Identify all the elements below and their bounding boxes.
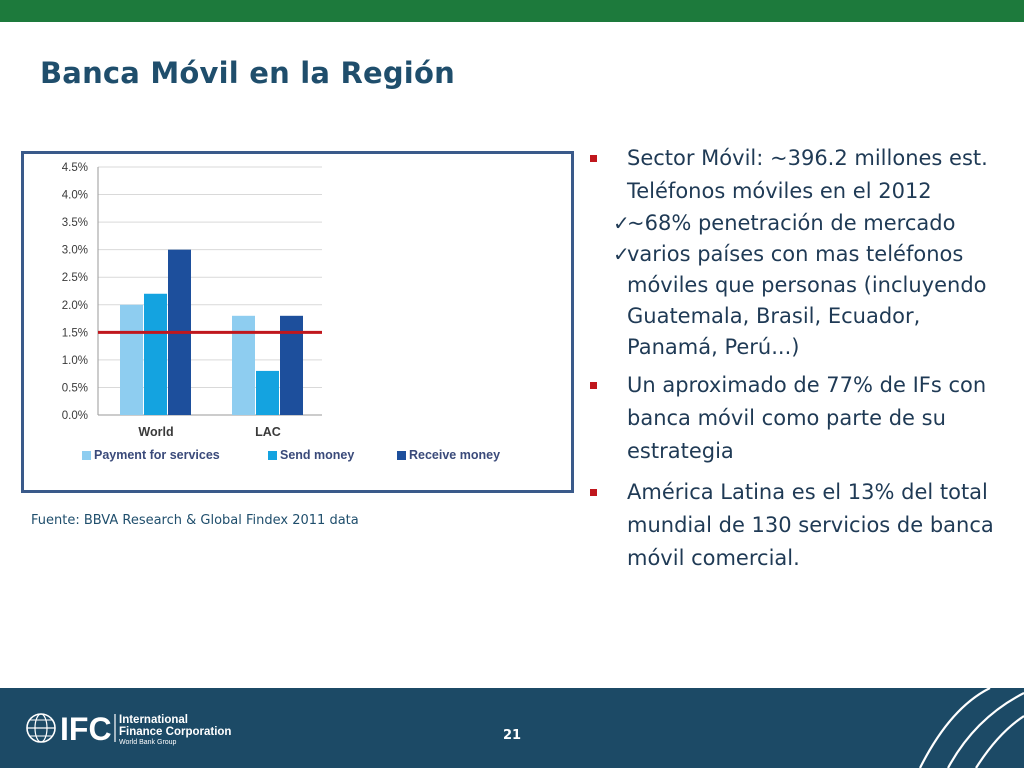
y-tick-label: 2.0% xyxy=(62,300,88,312)
y-tick-label: 1.0% xyxy=(62,355,88,367)
legend-label: Send money xyxy=(280,448,354,462)
page-number: 21 xyxy=(503,728,522,743)
y-tick-label: 0.5% xyxy=(62,382,88,394)
bullet-marker xyxy=(590,155,597,162)
bar-lac-0 xyxy=(232,315,255,415)
bar-chart: 0.0% 0.5% 1.0% 1.5% 2.0% 2.5% 3.0% 3.5% 4.0% 4.5%… xyxy=(62,162,500,462)
slide-title: Banca Móvil en la Región xyxy=(40,56,455,90)
logo-line-2: Finance Corporation xyxy=(119,726,231,738)
bullet-list: Sector Móvil: ~396.2 millones est. Teléf… xyxy=(583,142,1003,583)
y-tick-label: 2.5% xyxy=(62,272,88,284)
x-tick-label: World xyxy=(138,425,173,439)
y-tick-label: 4.0% xyxy=(62,190,88,202)
y-tick-label: 1.5% xyxy=(62,327,88,339)
top-band xyxy=(0,0,1024,22)
bullet-marker xyxy=(590,382,597,389)
bar-world-1 xyxy=(144,293,167,415)
source-note: Fuente: BBVA Research & Global Findex 20… xyxy=(31,513,359,528)
chart-frame: 0.0% 0.5% 1.0% 1.5% 2.0% 2.5% 3.0% 3.5% 4.0% 4.5%… xyxy=(21,151,574,493)
legend-swatch xyxy=(82,451,91,460)
bullet-item-3: América Latina es el 13% del total mundi… xyxy=(583,476,1003,575)
bar-world-0 xyxy=(120,304,143,415)
x-tick-label: LAC xyxy=(255,425,281,439)
bullet-text: Un aproximado de 77% de IFs con banca mó… xyxy=(627,373,987,463)
legend-label: Receive money xyxy=(409,448,500,462)
bullet-marker xyxy=(590,489,597,496)
ifc-logo: IFC International Finance Corporation Wo… xyxy=(24,710,244,747)
bullet-text: Sector Móvil: ~396.2 millones est. Teléf… xyxy=(627,146,988,203)
sub-item-2: ✓ varios países con mas teléfonos móvile… xyxy=(583,239,1003,363)
bar-lac-2 xyxy=(280,315,303,415)
bullet-item-2: Un aproximado de 77% de IFs con banca mó… xyxy=(583,369,1003,468)
y-tick-label: 0.0% xyxy=(62,410,88,422)
logo-line-3: World Bank Group xyxy=(119,739,177,746)
bar-lac-1 xyxy=(256,370,279,415)
bullet-text: América Latina es el 13% del total mundi… xyxy=(627,480,994,570)
check-icon: ✓ xyxy=(613,242,630,266)
bullet-item-1: Sector Móvil: ~396.2 millones est. Teléf… xyxy=(583,142,1003,208)
logo-brand: IFC xyxy=(60,711,112,746)
legend-swatch xyxy=(397,451,406,460)
y-tick-label: 3.0% xyxy=(62,245,88,257)
sub-item-text: ~68% penetración de mercado xyxy=(627,211,956,235)
legend-swatch xyxy=(268,451,277,460)
legend-label: Payment for services xyxy=(94,448,220,462)
sub-item-text: varios países con mas teléfonos móviles … xyxy=(627,242,987,359)
sub-item-1: ✓ ~68% penetración de mercado xyxy=(583,208,1003,239)
ifc-logo-graphic: IFC International Finance Corporation Wo… xyxy=(26,711,231,747)
footer-bar: IFC International Finance Corporation Wo… xyxy=(0,688,1024,768)
y-tick-label: 4.5% xyxy=(62,162,88,174)
y-tick-label: 3.5% xyxy=(62,217,88,229)
logo-line-1: International xyxy=(119,714,188,726)
check-icon: ✓ xyxy=(613,211,630,235)
decorative-arcs xyxy=(919,688,1024,768)
